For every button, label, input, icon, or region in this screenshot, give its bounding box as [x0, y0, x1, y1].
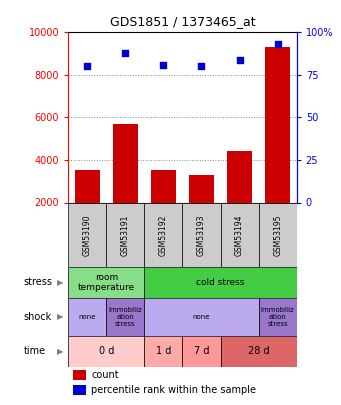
Bar — [182, 202, 221, 267]
Text: GSM53193: GSM53193 — [197, 214, 206, 256]
Text: immobiliz
ation
stress: immobiliz ation stress — [108, 307, 142, 327]
Text: 0 d: 0 d — [99, 346, 114, 356]
Text: ▶: ▶ — [57, 347, 63, 356]
Text: 28 d: 28 d — [248, 346, 269, 356]
Bar — [182, 336, 221, 367]
Text: GSM53195: GSM53195 — [273, 214, 282, 256]
Bar — [68, 267, 144, 298]
Bar — [144, 202, 182, 267]
Bar — [68, 298, 106, 336]
Text: GSM53191: GSM53191 — [121, 214, 130, 256]
Text: 7 d: 7 d — [194, 346, 209, 356]
Text: ▶: ▶ — [57, 278, 63, 287]
Bar — [75, 170, 100, 245]
Text: GSM53190: GSM53190 — [83, 214, 92, 256]
Point — [85, 63, 90, 70]
Bar — [106, 202, 144, 267]
Bar — [189, 175, 214, 245]
Bar — [144, 267, 297, 298]
Point — [161, 62, 166, 68]
Bar — [221, 202, 258, 267]
Text: GDS1851 / 1373465_at: GDS1851 / 1373465_at — [109, 15, 255, 28]
Text: none: none — [193, 314, 210, 320]
Text: GSM53192: GSM53192 — [159, 214, 168, 256]
Bar — [106, 298, 144, 336]
Bar — [144, 336, 182, 367]
Text: count: count — [91, 370, 119, 380]
Point — [123, 49, 128, 56]
Bar — [258, 298, 297, 336]
Bar — [68, 202, 106, 267]
Bar — [258, 202, 297, 267]
Text: 1 d: 1 d — [156, 346, 171, 356]
Text: percentile rank within the sample: percentile rank within the sample — [91, 385, 256, 395]
Text: GSM53194: GSM53194 — [235, 214, 244, 256]
Text: cold stress: cold stress — [196, 278, 245, 287]
Point — [275, 41, 280, 47]
Bar — [73, 385, 87, 395]
Text: shock: shock — [24, 312, 52, 322]
Text: stress: stress — [24, 277, 53, 288]
Bar — [151, 170, 176, 245]
Text: immobiliz
ation
stress: immobiliz ation stress — [261, 307, 295, 327]
Text: ▶: ▶ — [57, 312, 63, 322]
Bar — [68, 336, 144, 367]
Text: none: none — [78, 314, 96, 320]
Point — [237, 56, 242, 63]
Bar — [113, 124, 138, 245]
Bar — [265, 47, 290, 245]
Bar — [73, 370, 87, 380]
Bar — [227, 151, 252, 245]
Bar — [221, 336, 297, 367]
Point — [199, 63, 204, 70]
Bar — [144, 298, 258, 336]
Text: room
temperature: room temperature — [78, 273, 135, 292]
Text: time: time — [24, 346, 46, 356]
